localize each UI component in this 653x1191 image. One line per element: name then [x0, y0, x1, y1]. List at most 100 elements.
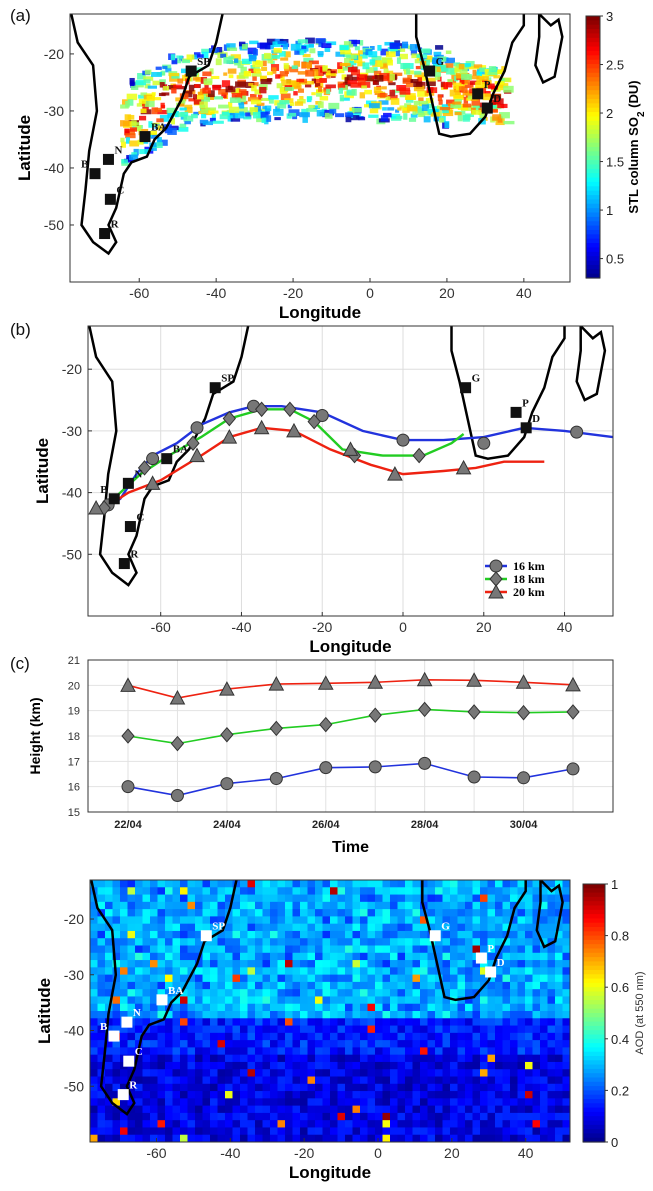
aod-cell: [465, 1018, 474, 1027]
so2-patch: [453, 82, 462, 90]
colorbar-title: STL column SO2 (DU): [626, 80, 647, 213]
aod-cell: [157, 916, 166, 925]
aod-cell: [480, 1025, 489, 1034]
aod-cell: [307, 1032, 316, 1041]
aod-cell: [240, 996, 249, 1005]
aod-cell: [315, 967, 324, 976]
aod-cell: [195, 981, 204, 990]
aod-cell: [532, 938, 541, 947]
aod-cell: [442, 1032, 451, 1041]
so2-patch: [247, 97, 259, 102]
so2-patch: [280, 74, 285, 82]
so2-patch: [351, 54, 357, 59]
aod-cell: [525, 1040, 534, 1048]
aod-cell: [232, 1061, 241, 1070]
station-label: BA: [151, 122, 166, 134]
colorbar-cell: [586, 177, 600, 183]
aod-cell: [150, 945, 159, 954]
aod-cell: [487, 930, 496, 939]
aod-cell: [540, 989, 549, 998]
aod-cell: [270, 996, 279, 1005]
aod-cell: [382, 1018, 391, 1027]
aod-cell: [375, 880, 384, 888]
colorbar-cell: [586, 151, 600, 157]
y-axis-title: Latitude: [33, 438, 52, 504]
aod-cell: [142, 1076, 151, 1085]
station-marker: [139, 131, 151, 143]
aod-cell: [412, 880, 421, 888]
aod-cell: [502, 960, 511, 968]
aod-cell: [157, 1054, 166, 1063]
so2-patch: [335, 51, 345, 57]
aod-cell: [555, 894, 564, 903]
aod-cell: [525, 1076, 534, 1085]
aod-cell: [472, 1011, 481, 1019]
aod-cell: [307, 1098, 316, 1107]
aod-cell: [255, 1003, 264, 1012]
aod-cell: [180, 996, 189, 1005]
colorbar-cell: [586, 195, 600, 200]
aod-cell: [367, 938, 376, 947]
aod-cell: [495, 1098, 504, 1107]
aod-cell: [397, 981, 406, 990]
aod-cell: [375, 1018, 384, 1027]
aod-cell: [525, 1032, 534, 1041]
aod-cell: [300, 952, 309, 961]
aod-cell: [210, 909, 219, 917]
aod-cell: [442, 1098, 451, 1107]
aod-cell: [285, 945, 294, 954]
aod-cell: [337, 1083, 346, 1092]
aod-cell: [172, 1040, 181, 1048]
so2-patch: [326, 88, 331, 95]
so2-patch: [240, 100, 248, 105]
aod-cell: [367, 1040, 376, 1048]
aod-cell: [472, 1018, 481, 1027]
aod-cell: [315, 1120, 324, 1129]
aod-cell: [510, 1047, 519, 1056]
so2-patch: [297, 71, 309, 75]
colorbar-cell: [583, 982, 605, 988]
aod-cell: [217, 901, 226, 910]
aod-cell: [375, 1047, 384, 1056]
marker-circle: [517, 771, 531, 785]
so2-patch: [181, 68, 189, 74]
aod-cell: [367, 1127, 376, 1136]
y-tick-label: -20: [44, 46, 64, 62]
aod-cell: [420, 952, 429, 961]
aod-cell: [210, 1076, 219, 1085]
so2-patch: [346, 89, 355, 96]
aod-cell: [330, 989, 339, 998]
aod-cell: [367, 1025, 376, 1034]
so2-patch: [238, 103, 245, 109]
aod-cell: [112, 887, 121, 896]
aod-cell: [315, 1011, 324, 1019]
aod-cell: [502, 981, 511, 990]
aod-cell: [405, 974, 414, 983]
aod-cell: [300, 901, 309, 910]
so2-patch: [120, 104, 129, 109]
aod-cell: [240, 989, 249, 998]
colorbar-cell: [583, 1073, 605, 1079]
aod-cell: [217, 938, 226, 947]
aod-cell: [217, 894, 226, 903]
aod-cell: [540, 1061, 549, 1070]
aod-cell: [397, 1134, 406, 1142]
so2-patch: [475, 81, 486, 89]
station-label: C: [136, 512, 144, 524]
aod-cell: [375, 923, 384, 932]
aod-cell: [292, 938, 301, 947]
aod-cell: [337, 887, 346, 896]
aod-cell: [150, 1003, 159, 1012]
so2-patch: [156, 118, 164, 123]
aod-cell: [300, 1069, 309, 1078]
aod-cell: [307, 1112, 316, 1121]
so2-patch: [329, 108, 337, 114]
aod-cell: [255, 1069, 264, 1078]
aod-cell: [487, 923, 496, 932]
aod-cell: [195, 1076, 204, 1085]
aod-cell: [202, 1040, 211, 1048]
so2-patch: [294, 101, 304, 106]
aod-cell: [157, 909, 166, 917]
so2-patch: [385, 96, 391, 101]
aod-cell: [90, 1054, 99, 1063]
